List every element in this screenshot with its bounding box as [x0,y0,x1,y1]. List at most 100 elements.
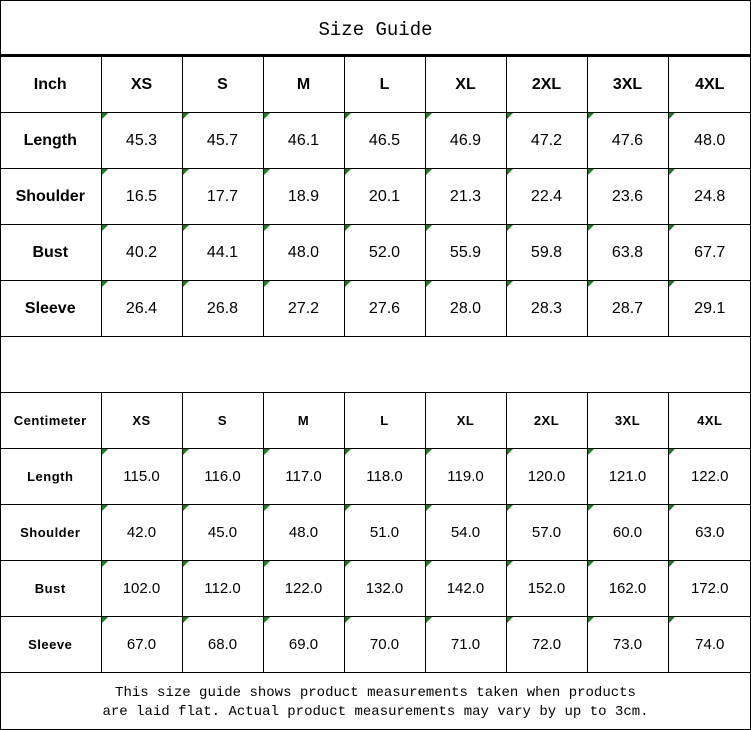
row-label: Length [0,112,102,169]
measurement-cell: 40.2 [100,224,183,281]
measurement-cell: 70.0 [343,616,426,673]
measurement-cell: 46.1 [262,112,345,169]
measurement-cell: 18.9 [262,168,345,225]
measurement-cell: 132.0 [343,560,426,617]
header-row: Inch XS S M L XL 2XL 3XL 4XL [0,56,751,113]
size-header: L [343,392,426,449]
size-header: 4XL [667,56,751,113]
measurement-cell: 24.8 [667,168,751,225]
measurement-cell: 74.0 [667,616,751,673]
measurement-cell: 45.0 [181,504,264,561]
measurement-cell: 116.0 [181,448,264,505]
measurement-cell: 54.0 [424,504,507,561]
row-label: Sleeve [0,280,102,337]
footer-line-1: This size guide shows product measuremen… [115,685,636,701]
row-label: Sleeve [0,616,102,673]
row-label: Shoulder [0,168,102,225]
measurement-cell: 112.0 [181,560,264,617]
unit-header: Inch [0,56,102,113]
measurement-cell: 26.4 [100,280,183,337]
measurement-cell: 118.0 [343,448,426,505]
row-label: Shoulder [0,504,102,561]
measurement-cell: 117.0 [262,448,345,505]
measurement-cell: 42.0 [100,504,183,561]
measurement-cell: 48.0 [262,224,345,281]
measurement-cell: 73.0 [586,616,669,673]
measurement-cell: 122.0 [262,560,345,617]
measurement-cell: 23.6 [586,168,669,225]
header-row: Centimeter XS S M L XL 2XL 3XL 4XL [0,392,751,449]
measurement-cell: 52.0 [343,224,426,281]
measurement-cell: 162.0 [586,560,669,617]
measurement-cell: 45.3 [100,112,183,169]
measurement-cell: 29.1 [667,280,751,337]
table-row: Bust 102.0 112.0 122.0 132.0 142.0 152.0 162.0 1… [0,560,751,617]
size-header: 2XL [505,392,588,449]
measurement-cell: 17.7 [181,168,264,225]
measurement-cell: 47.6 [586,112,669,169]
centimeter-size-table: Centimeter XS S M L XL 2XL 3XL 4XL Length 115.0 116… [0,392,751,673]
measurement-cell: 172.0 [667,560,751,617]
measurement-cell: 122.0 [667,448,751,505]
measurement-cell: 27.6 [343,280,426,337]
footer-note: This size guide shows product measuremen… [0,673,751,730]
measurement-cell: 46.5 [343,112,426,169]
measurement-cell: 28.7 [586,280,669,337]
size-header: XL [424,56,507,113]
table-row: Sleeve 26.4 26.8 27.2 27.6 28.0 28.3 28.7 29.1 [0,280,751,337]
measurement-cell: 71.0 [424,616,507,673]
size-header: XL [424,392,507,449]
size-header: L [343,56,426,113]
measurement-cell: 59.8 [505,224,588,281]
measurement-cell: 69.0 [262,616,345,673]
spacer-row [0,337,751,392]
measurement-cell: 57.0 [505,504,588,561]
measurement-cell: 55.9 [424,224,507,281]
table-row: Length 115.0 116.0 117.0 118.0 119.0 120.0 121.… [0,448,751,505]
measurement-cell: 51.0 [343,504,426,561]
measurement-cell: 120.0 [505,448,588,505]
measurement-cell: 119.0 [424,448,507,505]
measurement-cell: 21.3 [424,168,507,225]
size-header: S [181,56,264,113]
measurement-cell: 152.0 [505,560,588,617]
size-header: 4XL [667,392,751,449]
row-label: Length [0,448,102,505]
measurement-cell: 48.0 [667,112,751,169]
measurement-cell: 28.0 [424,280,507,337]
measurement-cell: 45.7 [181,112,264,169]
measurement-cell: 16.5 [100,168,183,225]
unit-header: Centimeter [0,392,102,449]
measurement-cell: 28.3 [505,280,588,337]
page-title: Size Guide [0,0,751,56]
measurement-cell: 142.0 [424,560,507,617]
measurement-cell: 115.0 [100,448,183,505]
inch-size-table: Inch XS S M L XL 2XL 3XL 4XL Length 45.3 45.7 46.1 46… [0,56,751,337]
table-row: Sleeve 67.0 68.0 69.0 70.0 71.0 72.0 73.0 74.0 [0,616,751,673]
size-header: 3XL [586,392,669,449]
measurement-cell: 63.0 [667,504,751,561]
measurement-cell: 47.2 [505,112,588,169]
size-header: XS [100,56,183,113]
measurement-cell: 44.1 [181,224,264,281]
measurement-cell: 22.4 [505,168,588,225]
row-label: Bust [0,560,102,617]
measurement-cell: 20.1 [343,168,426,225]
measurement-cell: 68.0 [181,616,264,673]
measurement-cell: 72.0 [505,616,588,673]
measurement-cell: 67.0 [100,616,183,673]
measurement-cell: 26.8 [181,280,264,337]
measurement-cell: 48.0 [262,504,345,561]
table-row: Bust 40.2 44.1 48.0 52.0 55.9 59.8 63.8 67.7 [0,224,751,281]
table-row: Shoulder 42.0 45.0 48.0 51.0 54.0 57.0 60.0 63.0 [0,504,751,561]
measurement-cell: 121.0 [586,448,669,505]
measurement-cell: 60.0 [586,504,669,561]
measurement-cell: 46.9 [424,112,507,169]
footer-line-2: are laid flat. Actual product measuremen… [102,704,649,720]
size-header: 3XL [586,56,669,113]
size-header: S [181,392,264,449]
measurement-cell: 63.8 [586,224,669,281]
size-header: XS [100,392,183,449]
measurement-cell: 67.7 [667,224,751,281]
table-row: Length 45.3 45.7 46.1 46.5 46.9 47.2 47.6 48.0 [0,112,751,169]
